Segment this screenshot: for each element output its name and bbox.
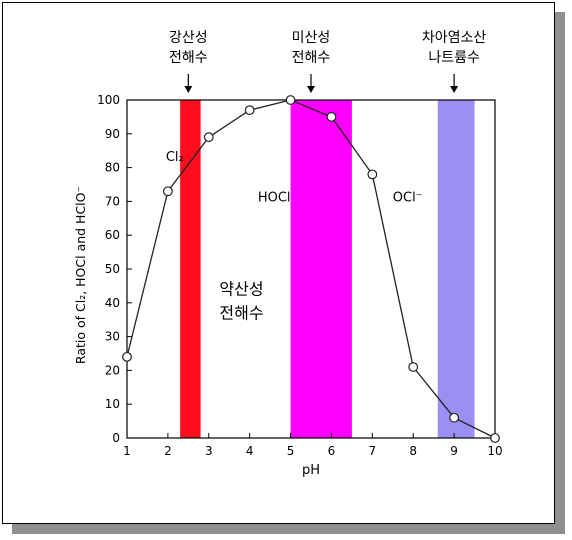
- ph-band: [437, 100, 475, 438]
- data-point: [367, 169, 378, 180]
- x-axis-label: pH: [302, 463, 320, 478]
- data-point: [203, 132, 214, 143]
- x-tick-label: 8: [409, 444, 417, 458]
- x-tick-label: 6: [328, 444, 336, 458]
- region-label: HOCl: [258, 190, 291, 205]
- x-tick-label: 2: [164, 444, 172, 458]
- series-line: [126, 99, 496, 439]
- annotation-label: 전해수: [169, 50, 208, 66]
- y-tick-label: 10: [105, 397, 120, 411]
- y-tick-label: 60: [105, 228, 120, 242]
- y-axis-label: Ratio of Cl₂, HOCl and HClO⁻: [73, 186, 88, 364]
- data-point: [122, 351, 132, 362]
- annotation-arrow-head: [184, 86, 193, 93]
- y-tick-label: 20: [105, 363, 120, 377]
- x-tick-label: 7: [369, 444, 377, 458]
- x-tick-label: 4: [246, 444, 254, 458]
- data-point: [326, 111, 337, 122]
- y-tick-label: 30: [105, 330, 120, 344]
- ph-band: [290, 100, 352, 438]
- y-tick-label: 40: [105, 296, 120, 310]
- x-tick-label: 3: [205, 444, 213, 458]
- x-tick-label: 9: [450, 444, 458, 458]
- y-tick-label: 80: [105, 161, 120, 175]
- annotation-arrow-head: [450, 86, 459, 93]
- y-tick-label: 100: [97, 93, 120, 107]
- region-label: Cl₂: [166, 150, 184, 165]
- x-tick-label: 5: [287, 444, 295, 458]
- region-label: OCl⁻: [393, 190, 423, 205]
- annotation-label: 강산성: [169, 30, 208, 46]
- data-point: [408, 362, 419, 372]
- y-tick-label: 50: [105, 262, 120, 276]
- data-point: [490, 433, 500, 443]
- data-point: [285, 95, 296, 105]
- y-tick-label: 70: [105, 194, 120, 208]
- data-point: [449, 412, 460, 423]
- annotation-label: 차아염소산: [422, 30, 487, 46]
- y-tick-label: 90: [105, 127, 120, 141]
- annotation-label: 전해수: [219, 303, 263, 322]
- annotation-label: 약산성: [219, 279, 263, 298]
- data-point: [162, 186, 173, 197]
- x-tick-label: 1: [123, 444, 131, 458]
- annotation-label: 미산성: [292, 30, 331, 46]
- annotation-arrow-head: [307, 86, 315, 93]
- y-tick-label: 0: [112, 431, 120, 445]
- x-tick-label: 10: [487, 444, 502, 458]
- data-point: [244, 105, 255, 116]
- ph-band: [180, 100, 201, 438]
- annotation-label: 나트륨수: [428, 50, 480, 66]
- annotation-label: 전해수: [292, 50, 331, 66]
